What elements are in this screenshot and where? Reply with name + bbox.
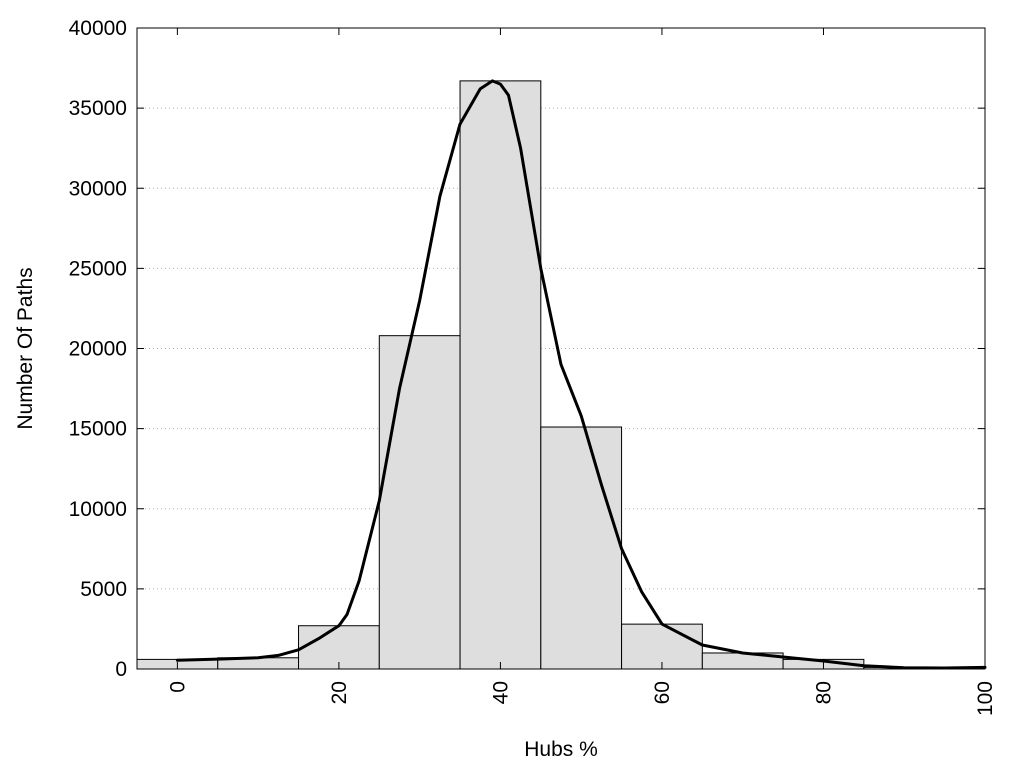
y-tick-label: 10000 bbox=[69, 498, 127, 521]
y-axis-title: Number Of Paths bbox=[14, 267, 37, 429]
x-tick-label: 60 bbox=[651, 681, 674, 704]
x-tick-label: 40 bbox=[489, 681, 512, 704]
x-tick-label: 80 bbox=[812, 681, 835, 704]
density-curve bbox=[175, 79, 987, 670]
y-tick-label: 25000 bbox=[69, 257, 127, 280]
bars-layer bbox=[136, 80, 986, 670]
y-tick-label: 15000 bbox=[69, 418, 127, 441]
histogram-bar bbox=[298, 625, 380, 670]
y-tick-label: 5000 bbox=[80, 578, 127, 601]
y-tick-label: 20000 bbox=[69, 338, 127, 361]
y-tick-label: 0 bbox=[115, 658, 127, 681]
y-tick-label: 30000 bbox=[69, 177, 127, 200]
y-tick-label: 35000 bbox=[69, 97, 127, 120]
histogram-bar bbox=[459, 80, 542, 670]
x-tick-label: 0 bbox=[166, 681, 189, 693]
y-tick-label: 40000 bbox=[69, 17, 127, 40]
curve-layer bbox=[175, 79, 987, 670]
x-axis-title: Hubs % bbox=[524, 738, 598, 761]
histogram-bar bbox=[540, 426, 623, 670]
x-tick-label: 20 bbox=[328, 681, 351, 704]
histogram-bar bbox=[378, 335, 461, 670]
ticks-layer: 0 5000 10000 15000 20000 25000 30000 35000 40000… bbox=[69, 17, 997, 716]
x-tick-label: 100 bbox=[974, 681, 997, 716]
